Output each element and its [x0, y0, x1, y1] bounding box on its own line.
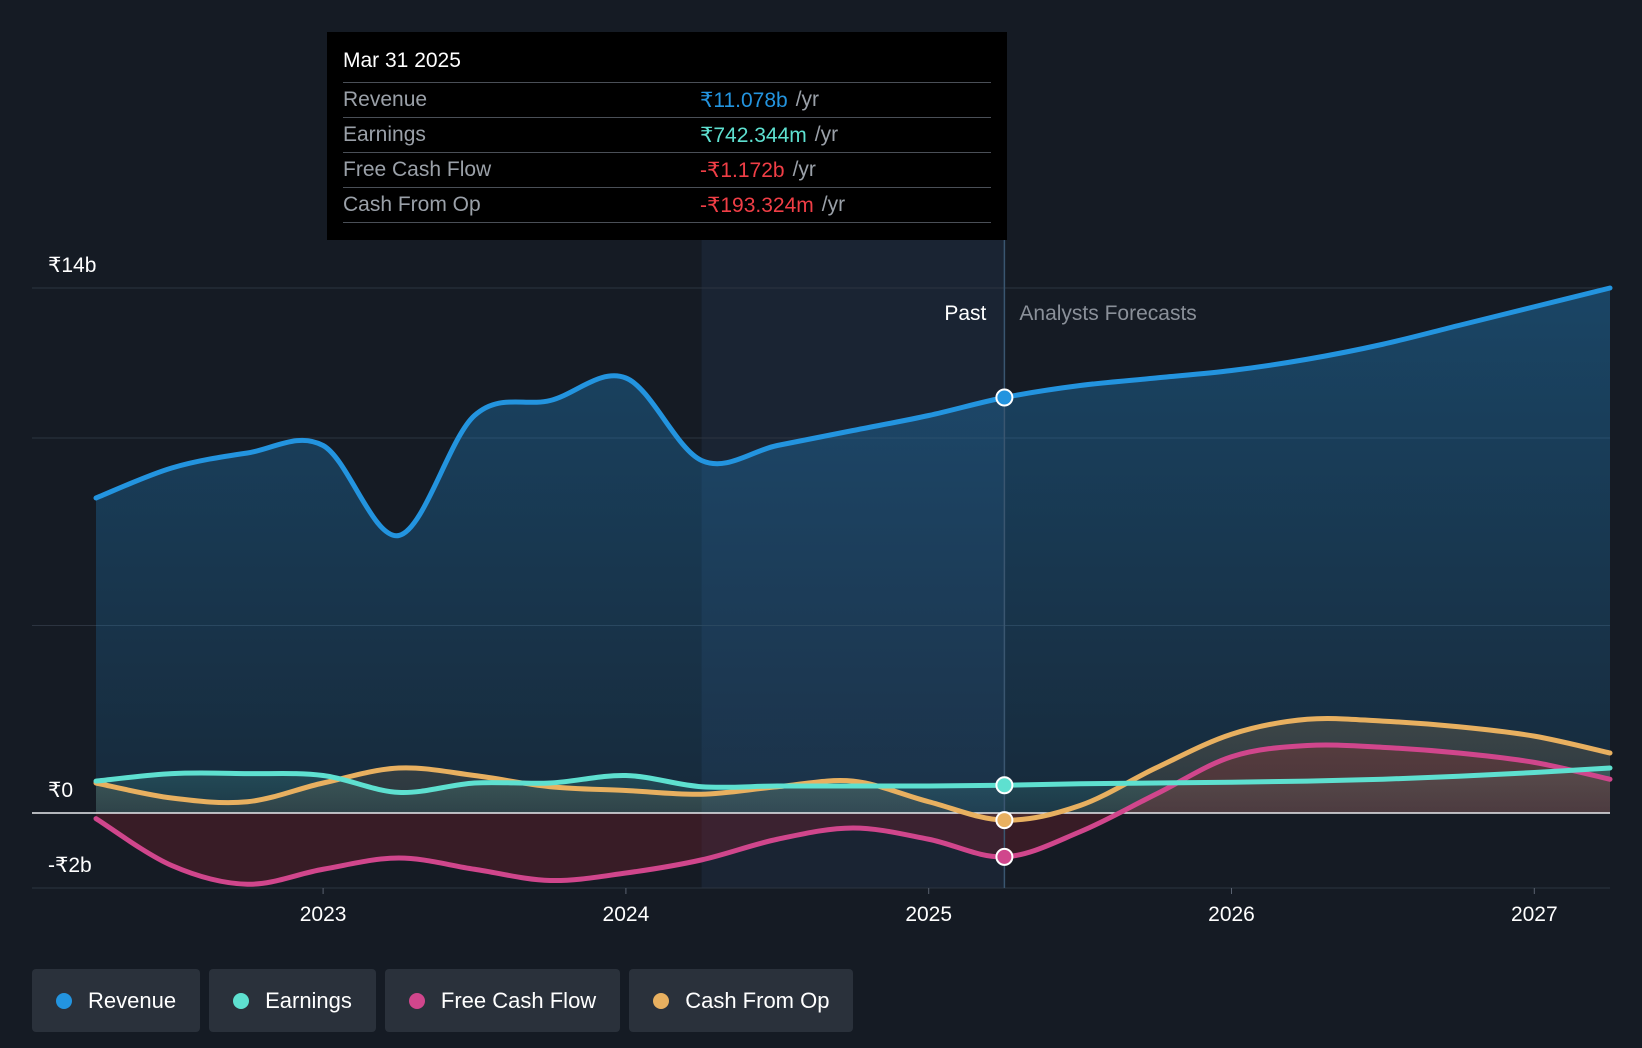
series-lines [93, 285, 1613, 887]
y-tick-label: ₹0 [48, 779, 73, 802]
tooltip-row-revenue: Revenue ₹11.078b /yr [343, 82, 991, 117]
marker-cash-from-op [995, 811, 1014, 830]
x-tick-label: 2026 [1208, 903, 1255, 926]
x-tick-label: 2024 [603, 903, 650, 926]
marker-free-cash-flow [995, 847, 1014, 866]
past-label: Past [944, 302, 986, 325]
legend-item-cash-from-op[interactable]: Cash From Op [629, 969, 854, 1032]
y-tick-label: ₹14b [48, 254, 96, 277]
legend-label: Revenue [88, 987, 177, 1013]
tooltip-label: Free Cash Flow [343, 158, 492, 181]
tooltip-row-earnings: Earnings ₹742.344m /yr [343, 117, 991, 152]
tooltip-date: Mar 31 2025 [343, 49, 461, 72]
series-line-earnings [93, 765, 1613, 795]
y-tick-label: -₹2b [48, 854, 92, 877]
tooltip-unit: /yr [814, 123, 839, 146]
tooltip-value: ₹742.344m [700, 123, 807, 147]
legend-item-revenue[interactable]: Revenue [32, 969, 201, 1032]
x-tick-label: 2023 [300, 903, 347, 926]
x-axis-labels: 2023 2024 2025 2026 2027 [300, 888, 1558, 926]
legend-label: Free Cash Flow [440, 987, 597, 1013]
tooltip: Mar 31 2025 Revenue ₹11.078b /yr Earning… [327, 32, 1007, 240]
legend-item-free-cash-flow[interactable]: Free Cash Flow [384, 969, 621, 1032]
x-tick-label: 2027 [1511, 903, 1558, 926]
legend-dot-icon [56, 992, 72, 1009]
tooltip-value: ₹11.078b [700, 88, 788, 112]
x-tick-label: 2025 [905, 903, 952, 926]
marker-revenue [995, 388, 1014, 407]
series-area-revenue [96, 288, 1610, 813]
legend-label: Earnings [265, 987, 352, 1013]
hover-markers [995, 388, 1014, 866]
tooltip-unit: /yr [821, 193, 846, 216]
tooltip-unit: /yr [795, 88, 820, 111]
tooltip-label: Revenue [343, 88, 428, 111]
tooltip-row-cash-from-op: Cash From Op -₹193.324m /yr [343, 187, 991, 223]
tooltip-unit: /yr [792, 158, 816, 181]
tooltip-label: Cash From Op [343, 193, 481, 216]
legend-label: Cash From Op [685, 987, 830, 1013]
series-line-free-cash-flow [93, 742, 1613, 887]
legend-item-earnings[interactable]: Earnings [209, 969, 376, 1032]
legend-dot-icon [408, 992, 425, 1009]
legend-dot-icon [233, 992, 250, 1009]
tooltip-row-free-cash-flow: Free Cash Flow -₹1.172b /yr [343, 152, 991, 187]
y-axis-labels: ₹14b ₹0 -₹2b [48, 254, 96, 877]
forecast-label: Analysts Forecasts [1019, 302, 1196, 325]
tooltip-value: -₹193.324m [700, 193, 814, 217]
legend: Revenue Earnings Free Cash Flow Cash Fro… [32, 969, 854, 1032]
series-line-revenue [93, 285, 1613, 539]
series-area-cash-from-op [96, 718, 1610, 821]
tooltip-value: -₹1.172b [700, 158, 785, 182]
legend-dot-icon [653, 992, 670, 1009]
chart-canvas: ₹14b ₹0 -₹2b 2023 2024 2025 2026 2027 Past Ana… [32, 240, 1613, 926]
marker-earnings [995, 776, 1014, 795]
tooltip-label: Earnings [343, 123, 426, 146]
series-line-cash-from-op [93, 715, 1613, 823]
